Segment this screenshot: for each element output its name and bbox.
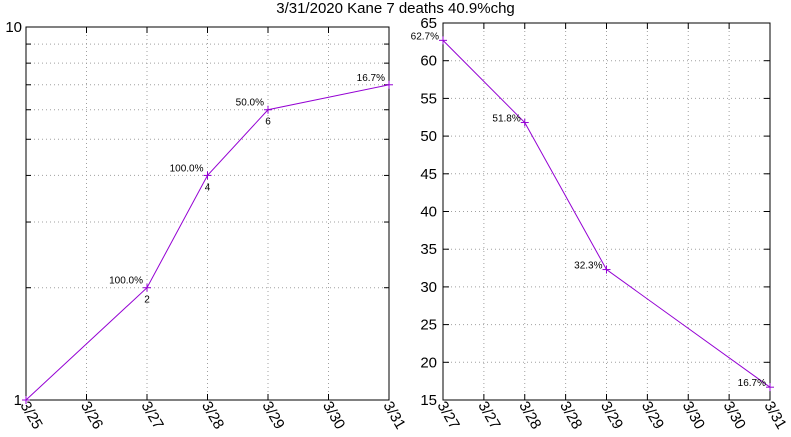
left-point-0 xyxy=(22,396,30,404)
left-x-tick-label-3: 3/28 xyxy=(198,399,227,433)
right-y-tick-label-0: 15 xyxy=(420,392,437,409)
right-x-tick-label-7: 3/30 xyxy=(720,399,749,433)
left-value-label-2: 4 xyxy=(205,182,211,193)
left-y-tick-label-1: 1 xyxy=(14,392,22,409)
right-y-tick-label-5: 40 xyxy=(420,204,437,221)
right-x-tick-label-5: 3/29 xyxy=(638,399,667,433)
chart-title: 3/31/2020 Kane 7 deaths 40.9%chg xyxy=(276,0,515,17)
right-y-tick-label-9: 60 xyxy=(420,53,437,70)
left-x-tick-label-6: 3/31 xyxy=(380,399,409,433)
left-plot-frame xyxy=(25,26,390,401)
left-pct-label-4: 16.7% xyxy=(357,73,385,84)
right-point-3 xyxy=(766,383,774,392)
left-value-label-3: 6 xyxy=(265,117,271,128)
right-y-tick-label-7: 50 xyxy=(420,128,437,145)
left-x-tick-label-0: 3/25 xyxy=(17,399,46,433)
right-point-0 xyxy=(439,36,447,45)
right-pct-label-3: 16.7% xyxy=(738,378,766,389)
left-x-tick-label-1: 3/26 xyxy=(77,399,106,433)
left-pct-label-2: 100.0% xyxy=(170,163,204,174)
right-series-line xyxy=(442,39,771,388)
left-x-tick-label-2: 3/27 xyxy=(138,399,167,433)
left-series-line xyxy=(25,84,390,401)
left-pct-label-3: 50.0% xyxy=(236,98,264,109)
right-y-tick-label-8: 55 xyxy=(420,90,437,107)
left-point-4 xyxy=(385,80,393,89)
right-y-tick-label-6: 45 xyxy=(420,166,437,183)
right-y-tick-label-4: 35 xyxy=(420,241,437,258)
right-y-tick-label-10: 65 xyxy=(420,15,437,32)
right-y-tick-label-1: 20 xyxy=(420,354,437,371)
right-x-tick-label-2: 3/28 xyxy=(515,399,544,433)
left-point-3 xyxy=(264,105,272,114)
left-y-tick-label-10: 10 xyxy=(5,19,22,36)
left-value-label-1: 2 xyxy=(144,295,150,306)
right-x-tick-label-1: 3/27 xyxy=(474,399,503,433)
right-pct-label-2: 32.3% xyxy=(574,261,602,272)
right-point-1 xyxy=(520,118,529,127)
right-pct-label-1: 51.8% xyxy=(492,114,520,125)
right-x-tick-label-0: 3/27 xyxy=(434,399,463,433)
left-pct-label-1: 100.0% xyxy=(109,276,143,287)
right-point-2 xyxy=(602,265,611,274)
right-y-tick-label-3: 30 xyxy=(420,279,437,296)
right-y-tick-label-2: 25 xyxy=(420,317,437,334)
right-x-tick-label-4: 3/29 xyxy=(597,399,626,433)
right-x-tick-label-8: 3/31 xyxy=(761,399,790,433)
left-x-tick-label-4: 3/29 xyxy=(259,399,288,433)
right-x-tick-label-3: 3/28 xyxy=(556,399,585,433)
right-pct-label-0: 62.7% xyxy=(411,31,439,42)
left-point-1 xyxy=(143,283,151,292)
left-point-2 xyxy=(203,171,212,180)
right-x-tick-label-6: 3/30 xyxy=(679,399,708,433)
left-x-tick-label-5: 3/30 xyxy=(319,399,348,433)
